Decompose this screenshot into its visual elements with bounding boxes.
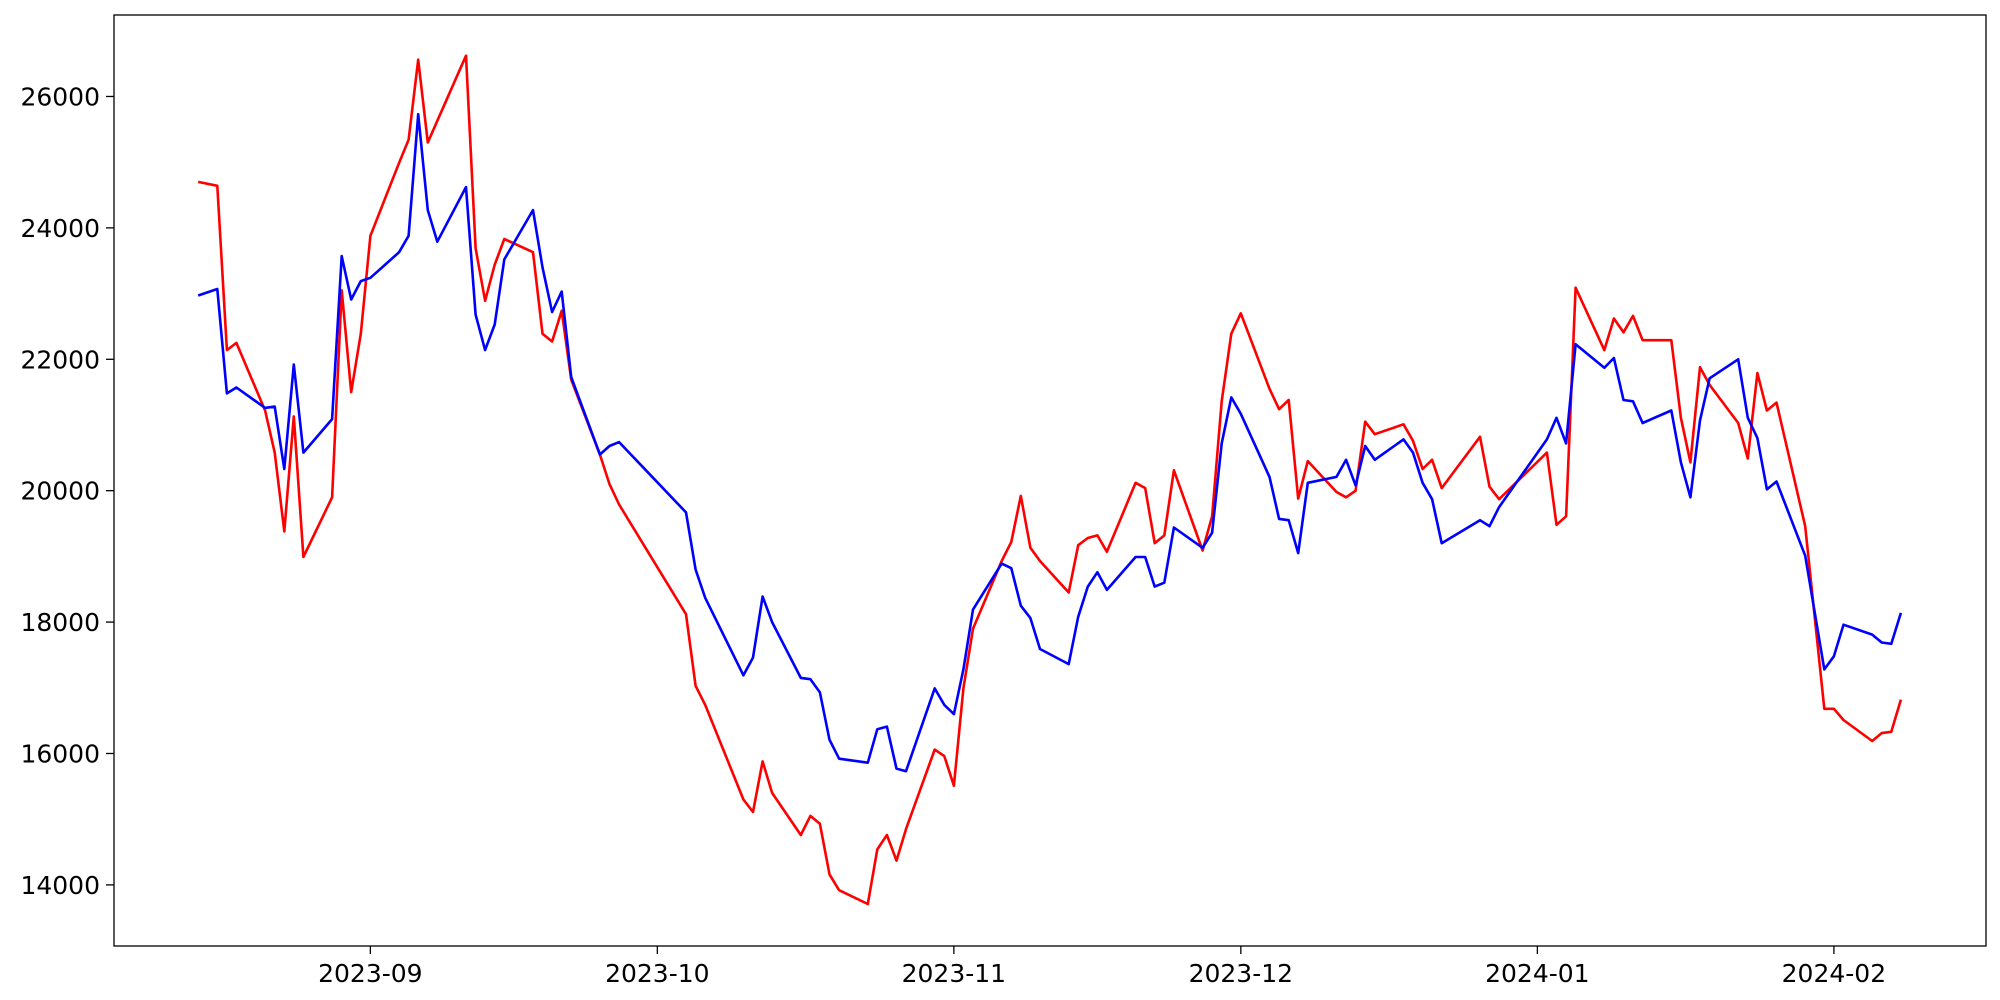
y-tick-label: 20000 (20, 477, 100, 506)
series-line (197, 54, 1903, 906)
y-tick-label: 18000 (20, 608, 100, 637)
x-tick-label: 2023-11 (902, 959, 1006, 988)
y-tick-label: 14000 (20, 871, 100, 900)
x-tick-label: 2024-02 (1782, 959, 1886, 988)
y-tick-label: 22000 (20, 345, 100, 374)
x-tick-label: 2023-12 (1189, 959, 1293, 988)
series-line (197, 112, 1903, 773)
plot-frame (113, 14, 1987, 947)
x-tick-label: 2024-01 (1485, 959, 1589, 988)
x-tick-label: 2023-10 (605, 959, 709, 988)
y-tick-label: 24000 (20, 214, 100, 243)
y-tick-label: 16000 (20, 739, 100, 768)
y-tick-label: 26000 (20, 82, 100, 111)
x-tick-label: 2023-09 (318, 959, 422, 988)
